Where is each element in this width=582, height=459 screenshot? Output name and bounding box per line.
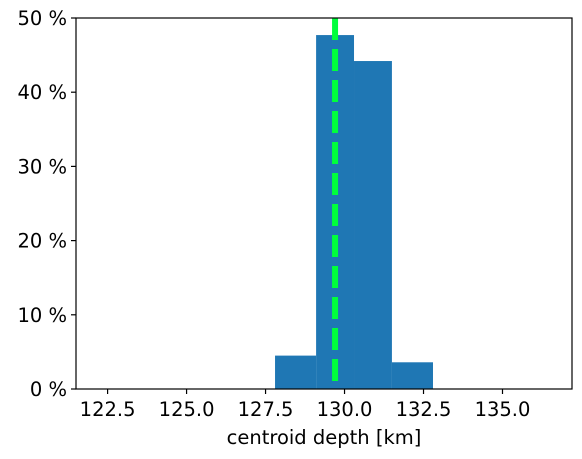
x-tick-label: 125.0 — [159, 398, 215, 421]
x-axis-title: centroid depth [km] — [227, 426, 422, 449]
histogram-bar-4 — [391, 362, 433, 389]
x-tick-label: 127.5 — [238, 398, 294, 421]
x-axis-ticks: 122.5 125.0 127.5 130.0 132.5 135.0 — [80, 389, 531, 421]
x-tick-label: 122.5 — [80, 398, 136, 421]
y-tick-label: 0 % — [30, 378, 67, 401]
y-tick-label: 20 % — [17, 230, 67, 253]
plot-frame — [75, 17, 573, 390]
bars-layer — [275, 35, 433, 389]
x-tick-label: 135.0 — [475, 398, 531, 421]
x-tick-label: 130.0 — [317, 398, 373, 421]
histogram-bar-1 — [275, 355, 317, 389]
y-tick-label: 30 % — [17, 155, 67, 178]
y-axis-ticks: 0 % 10 % 20 % 30 % 40 % 50 % — [17, 7, 76, 401]
y-tick-label: 10 % — [17, 304, 67, 327]
y-tick-label: 40 % — [17, 81, 67, 104]
x-tick-label: 132.5 — [396, 398, 452, 421]
y-tick-label: 50 % — [17, 7, 67, 30]
histogram-bar-3 — [354, 61, 392, 389]
